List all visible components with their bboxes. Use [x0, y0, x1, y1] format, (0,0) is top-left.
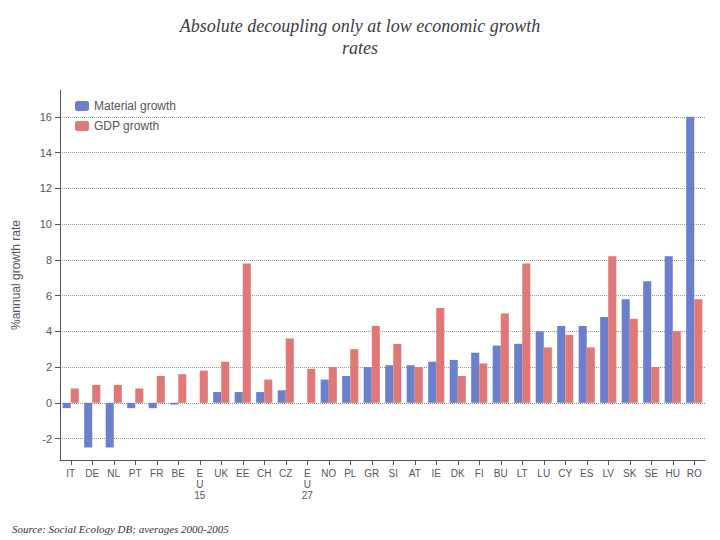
svg-text:HU: HU [666, 468, 680, 479]
svg-text:NO: NO [321, 468, 336, 479]
svg-text:FI: FI [475, 468, 484, 479]
svg-text:LU: LU [537, 468, 550, 479]
svg-text:UK: UK [214, 468, 228, 479]
svg-text:NL: NL [107, 468, 120, 479]
svg-text:DK: DK [451, 468, 465, 479]
svg-text:FR: FR [150, 468, 163, 479]
svg-text:27: 27 [302, 490, 314, 501]
svg-text:4: 4 [46, 325, 52, 337]
svg-text:14: 14 [40, 147, 52, 159]
svg-text:SE: SE [645, 468, 659, 479]
svg-text:IT: IT [66, 468, 75, 479]
svg-text:Absolute decoupling only at lo: Absolute decoupling only at low economic… [179, 16, 540, 36]
svg-text:6: 6 [46, 290, 52, 302]
svg-text:PL: PL [344, 468, 357, 479]
svg-text:SI: SI [389, 468, 398, 479]
svg-text:2: 2 [46, 361, 52, 373]
svg-text:U: U [196, 479, 203, 490]
svg-text:-2: -2 [42, 433, 52, 445]
svg-text:E: E [196, 468, 203, 479]
svg-text:EE: EE [236, 468, 250, 479]
svg-text:LV: LV [603, 468, 615, 479]
svg-text:E: E [304, 468, 311, 479]
svg-text:Source: Social Ecology DB; ave: Source: Social Ecology DB; averages 2000… [12, 523, 229, 535]
svg-text:BE: BE [172, 468, 186, 479]
svg-text:ES: ES [580, 468, 594, 479]
svg-text:%annual growth rate: %annual growth rate [9, 220, 23, 330]
svg-text:GDP growth: GDP growth [94, 119, 159, 133]
svg-text:rates: rates [342, 38, 378, 58]
svg-text:CH: CH [257, 468, 271, 479]
svg-text:Material growth: Material growth [94, 99, 176, 113]
svg-text:DE: DE [85, 468, 99, 479]
svg-text:SK: SK [623, 468, 637, 479]
svg-text:10: 10 [40, 218, 52, 230]
svg-text:15: 15 [194, 490, 206, 501]
svg-text:AT: AT [409, 468, 421, 479]
svg-text:CY: CY [558, 468, 572, 479]
svg-text:LT: LT [517, 468, 528, 479]
svg-text:IE: IE [432, 468, 442, 479]
svg-text:CZ: CZ [279, 468, 292, 479]
svg-text:GR: GR [364, 468, 379, 479]
svg-text:PT: PT [129, 468, 142, 479]
svg-text:16: 16 [40, 111, 52, 123]
svg-text:12: 12 [40, 182, 52, 194]
svg-text:8: 8 [46, 254, 52, 266]
svg-text:U: U [304, 479, 311, 490]
svg-text:BU: BU [494, 468, 508, 479]
svg-text:0: 0 [46, 397, 52, 409]
svg-text:RO: RO [687, 468, 702, 479]
